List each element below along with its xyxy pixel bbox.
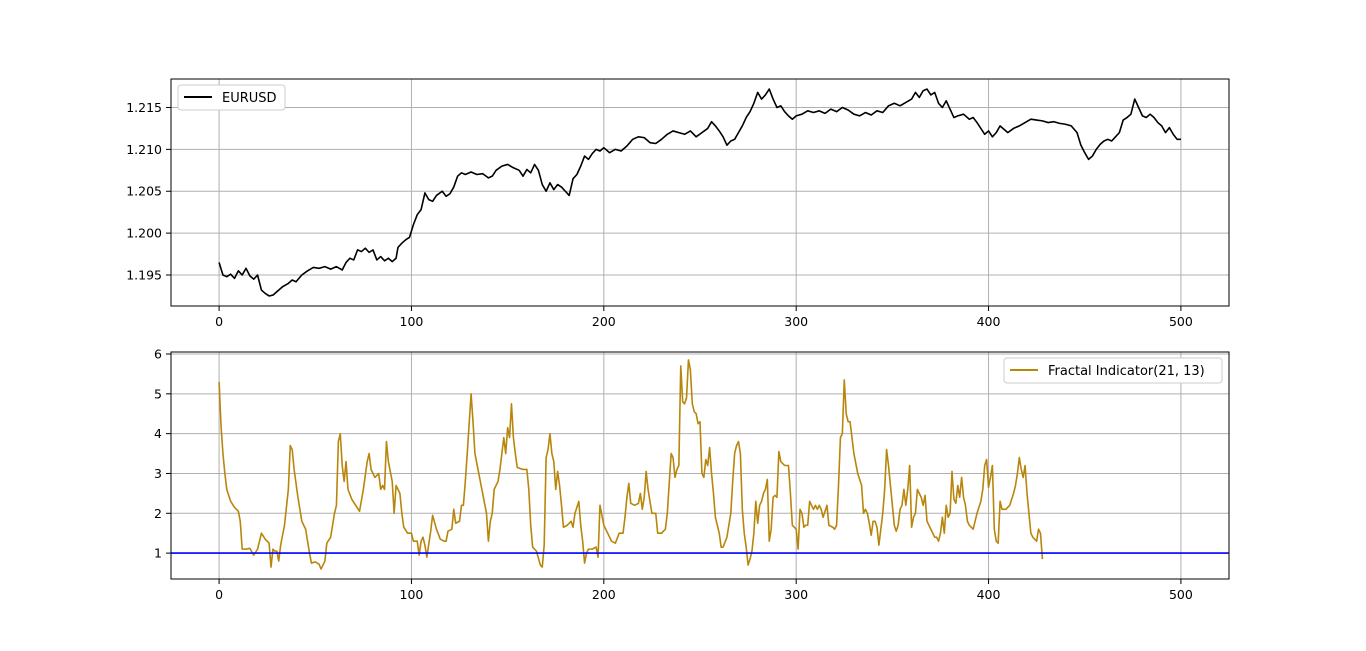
indicator-xtick-label: 500 — [1169, 587, 1193, 602]
indicator-ytick-label: 2 — [154, 506, 162, 521]
price-ytick-label: 1.210 — [126, 142, 162, 157]
price-legend-box — [177, 84, 286, 111]
indicator-xtick-label: 100 — [400, 587, 424, 602]
price-ytick-label: 1.200 — [126, 226, 162, 241]
price-gridlines — [171, 79, 1229, 306]
indicator-axes: 0 100 200 300 400 500 1 2 3 4 5 6 Fractal Indicator… — [154, 346, 1230, 602]
price-xtick-label: 400 — [977, 314, 1001, 329]
price-xtick-label: 0 — [215, 314, 223, 329]
indicator-xtick-label: 300 — [784, 587, 808, 602]
price-ytick-label: 1.205 — [126, 184, 162, 199]
price-series-line — [218, 88, 1181, 297]
price-xtick-label: 200 — [592, 314, 616, 329]
price-ytick-label: 1.215 — [126, 100, 162, 115]
price-ytick-label: 1.195 — [126, 268, 162, 283]
indicator-xtick-label: 200 — [592, 587, 616, 602]
price-series-layer — [218, 88, 1181, 297]
indicator-legend: Fractal Indicator(21, 13) — [1003, 357, 1223, 384]
indicator-ytick-label: 5 — [154, 386, 162, 401]
price-legend: EURUSD — [177, 84, 286, 111]
price-xtick-label: 500 — [1169, 314, 1193, 329]
indicator-ticks: 0 100 200 300 400 500 1 2 3 4 5 6 — [154, 346, 1193, 602]
price-legend-label: EURUSD — [222, 91, 277, 106]
price-xtick-label: 100 — [400, 314, 424, 329]
indicator-ytick-label: 4 — [154, 426, 162, 441]
indicator-legend-box — [1003, 357, 1223, 384]
price-ticks: 0 100 200 300 400 500 1.195 1.200 1.205 1.210 1.21… — [126, 100, 1193, 329]
indicator-ytick-label: 3 — [154, 466, 162, 481]
indicator-ytick-label: 1 — [154, 546, 162, 561]
indicator-ytick-label: 6 — [154, 346, 162, 361]
price-axes-frame — [170, 78, 1230, 307]
indicator-legend-label: Fractal Indicator(21, 13) — [1048, 364, 1205, 379]
indicator-axes-frame — [170, 351, 1230, 580]
indicator-xtick-label: 400 — [977, 587, 1001, 602]
price-xtick-label: 300 — [784, 314, 808, 329]
indicator-xtick-label: 0 — [215, 587, 223, 602]
price-axes: 0 100 200 300 400 500 1.195 1.200 1.205 1.210 1.21… — [126, 78, 1230, 329]
indicator-series-layer — [171, 359, 1229, 570]
indicator-series-line — [218, 359, 1044, 570]
